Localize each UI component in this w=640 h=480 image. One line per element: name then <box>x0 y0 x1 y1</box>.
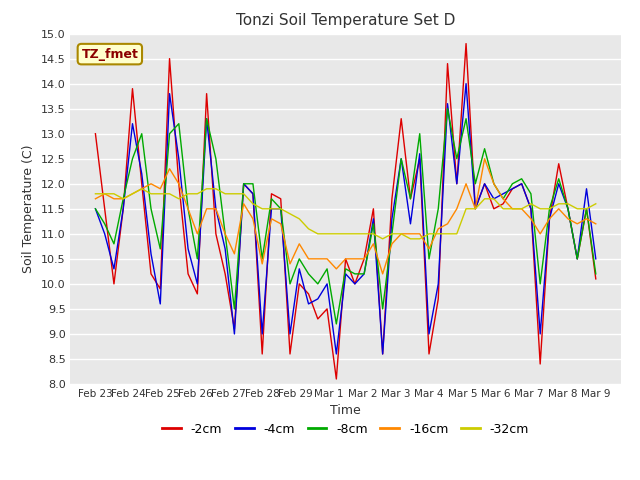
-2cm <box>147 271 155 277</box>
-2cm <box>184 271 192 277</box>
-4cm <box>333 351 340 357</box>
-8cm <box>184 206 192 212</box>
-8cm <box>444 106 451 111</box>
-32cm <box>592 201 600 207</box>
-4cm <box>592 256 600 262</box>
-16cm <box>212 206 220 212</box>
Line: -8cm: -8cm <box>95 108 596 324</box>
-8cm <box>555 176 563 181</box>
-32cm <box>582 206 590 212</box>
Line: -16cm: -16cm <box>95 159 596 274</box>
-32cm <box>138 186 145 192</box>
-4cm <box>277 206 285 212</box>
Y-axis label: Soil Temperature (C): Soil Temperature (C) <box>22 144 35 273</box>
-16cm <box>277 221 285 227</box>
-2cm <box>277 196 285 202</box>
Legend: -2cm, -4cm, -8cm, -16cm, -32cm: -2cm, -4cm, -8cm, -16cm, -32cm <box>157 418 534 441</box>
-8cm <box>92 206 99 212</box>
-4cm <box>147 251 155 257</box>
-16cm <box>379 271 387 277</box>
Line: -4cm: -4cm <box>95 84 596 354</box>
-16cm <box>592 221 600 227</box>
-4cm <box>462 81 470 86</box>
-2cm <box>212 231 220 237</box>
-16cm <box>184 206 192 212</box>
-2cm <box>92 131 99 137</box>
-4cm <box>555 181 563 187</box>
-8cm <box>582 206 590 212</box>
-2cm <box>555 161 563 167</box>
Line: -32cm: -32cm <box>95 189 596 239</box>
-8cm <box>592 271 600 277</box>
-8cm <box>212 156 220 162</box>
-4cm <box>184 246 192 252</box>
-32cm <box>221 191 229 197</box>
-8cm <box>147 206 155 212</box>
-16cm <box>92 196 99 202</box>
-16cm <box>582 216 590 222</box>
-2cm <box>582 206 590 212</box>
-4cm <box>212 206 220 212</box>
-2cm <box>592 276 600 282</box>
X-axis label: Time: Time <box>330 405 361 418</box>
-16cm <box>555 206 563 212</box>
-16cm <box>481 156 488 162</box>
-4cm <box>582 186 590 192</box>
-2cm <box>333 376 340 382</box>
-8cm <box>333 321 340 327</box>
-16cm <box>147 181 155 187</box>
-32cm <box>379 236 387 242</box>
-4cm <box>92 206 99 212</box>
-32cm <box>156 191 164 197</box>
Line: -2cm: -2cm <box>95 44 596 379</box>
Text: TZ_fmet: TZ_fmet <box>81 48 138 60</box>
-8cm <box>277 206 285 212</box>
-32cm <box>286 211 294 216</box>
-32cm <box>193 191 201 197</box>
-32cm <box>555 201 563 207</box>
-32cm <box>92 191 99 197</box>
Title: Tonzi Soil Temperature Set D: Tonzi Soil Temperature Set D <box>236 13 455 28</box>
-2cm <box>462 41 470 47</box>
